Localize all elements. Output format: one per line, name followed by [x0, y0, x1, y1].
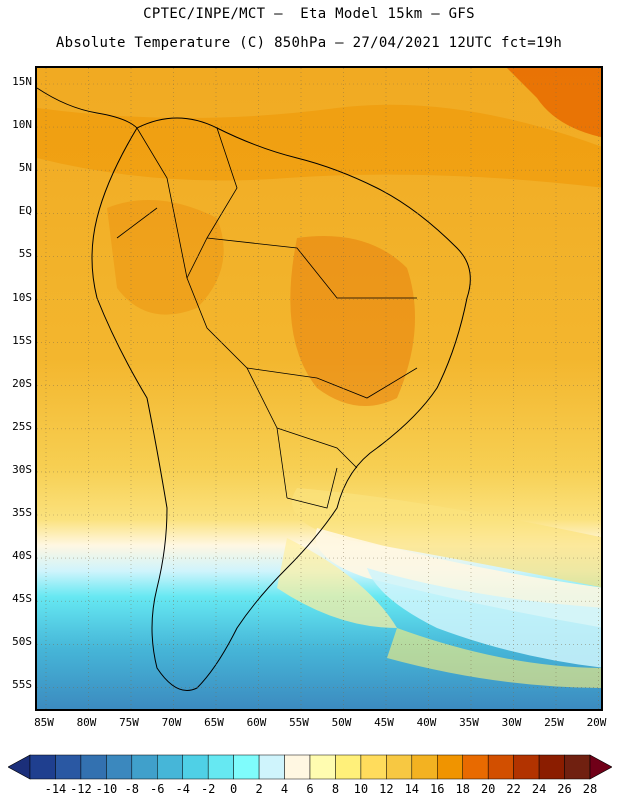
colorbar-tick-label: 22 — [506, 782, 521, 796]
colorbar-swatch — [233, 754, 260, 780]
lat-label-5n: 5N — [18, 161, 32, 175]
colorbar-tick-label: -4 — [175, 782, 190, 796]
lat-label-5s: 5S — [18, 247, 32, 261]
colorbar-swatch — [360, 754, 387, 780]
colorbar-tick-label: 8 — [331, 782, 340, 796]
temperature-map — [35, 66, 603, 711]
lon-label-20w: 20W — [586, 716, 607, 729]
colorbar-tick-label: 0 — [230, 782, 238, 796]
colorbar-swatch — [487, 754, 514, 780]
colorbar-swatch — [106, 754, 133, 780]
colorbar-tick-label: 12 — [379, 782, 394, 796]
colorbar-swatch — [207, 754, 234, 780]
lon-label-70w: 70W — [161, 716, 182, 729]
colorbar-tick-label: 20 — [480, 782, 496, 796]
colorbar-swatch — [335, 754, 362, 780]
colorbar-tick-label: 18 — [455, 782, 470, 796]
colorbar-swatch — [131, 754, 158, 780]
lat-label-25s: 25S — [12, 419, 32, 433]
colorbar-tick-label: 2 — [255, 782, 263, 796]
lon-label-80w: 80W — [76, 716, 97, 729]
colorbar-tick-label: 4 — [280, 782, 289, 796]
colorbar-tick-label: -14 — [44, 782, 67, 796]
colorbar-swatch — [80, 754, 107, 780]
colorbar-tick-label: 10 — [353, 782, 369, 796]
colorbar-swatch — [284, 754, 311, 780]
colorbar-swatch — [157, 754, 183, 780]
map-canvas — [37, 68, 601, 709]
lon-label-45w: 45W — [374, 716, 394, 729]
colorbar-tick-label: 28 — [582, 782, 598, 796]
lon-label-40w: 40W — [416, 716, 437, 729]
colorbar-swatch — [386, 754, 413, 780]
lat-label-35s: 35S — [12, 506, 32, 519]
temperature-colorbar — [8, 754, 612, 780]
lon-label-25w: 25W — [544, 716, 564, 729]
lon-label-55w: 55W — [289, 716, 309, 729]
colorbar-swatch — [437, 754, 463, 780]
colorbar-swatch — [55, 754, 82, 780]
lat-label-30s: 30S — [12, 462, 32, 476]
lat-label-eq: EQ — [18, 204, 32, 218]
lat-label-40s: 40S — [12, 549, 32, 563]
map-title-line1: CPTEC/INPE/MCT – Eta Model 15km – GFS — [143, 6, 475, 22]
lon-label-60w: 60W — [246, 716, 267, 729]
colorbar-swatch — [411, 754, 438, 780]
lat-label-15s: 15S — [12, 333, 32, 347]
colorbar-low-arrow — [8, 754, 31, 780]
colorbar-tick-label: 6 — [306, 782, 314, 796]
colorbar-tick-label: 16 — [430, 782, 445, 796]
colorbar-swatch — [462, 754, 489, 780]
colorbar-tick-label: -10 — [95, 782, 118, 796]
lon-label-85w: 85W — [34, 716, 54, 729]
colorbar-swatch — [564, 754, 591, 780]
lat-label-55s: 55S — [12, 678, 32, 692]
lat-label-50s: 50S — [12, 635, 32, 649]
map-title-line2: Absolute Temperature (C) 850hPa – 27/04/… — [55, 35, 563, 51]
lat-label-45s: 45S — [12, 592, 32, 606]
colorbar-high-arrow — [589, 754, 612, 780]
colorbar-swatch — [258, 754, 285, 780]
lat-label-20s: 20S — [12, 376, 32, 390]
lat-label-15n: 15N — [12, 75, 32, 88]
colorbar-swatch — [182, 754, 209, 780]
lat-label-10s: 10S — [12, 290, 32, 304]
colorbar-swatch — [513, 754, 540, 780]
lon-label-50w: 50W — [331, 716, 352, 729]
lon-label-35w: 35W — [459, 716, 479, 729]
colorbar-tick-label: -8 — [124, 782, 140, 796]
colorbar-tick-label: -2 — [200, 782, 216, 796]
lon-label-75w: 75W — [119, 716, 139, 729]
lon-label-65w: 65W — [204, 716, 224, 729]
colorbar-swatch — [29, 754, 56, 780]
colorbar-tick-label: 26 — [557, 782, 572, 796]
lat-label-10n: 10N — [12, 118, 32, 132]
colorbar-tick-label: 24 — [531, 782, 547, 796]
colorbar-tick-label: 14 — [404, 782, 420, 796]
colorbar-swatch — [538, 754, 565, 780]
lon-label-30w: 30W — [501, 716, 522, 729]
colorbar-tick-label: -6 — [150, 782, 165, 796]
colorbar-tick-label: -12 — [70, 782, 92, 796]
colorbar-swatch — [309, 754, 336, 780]
